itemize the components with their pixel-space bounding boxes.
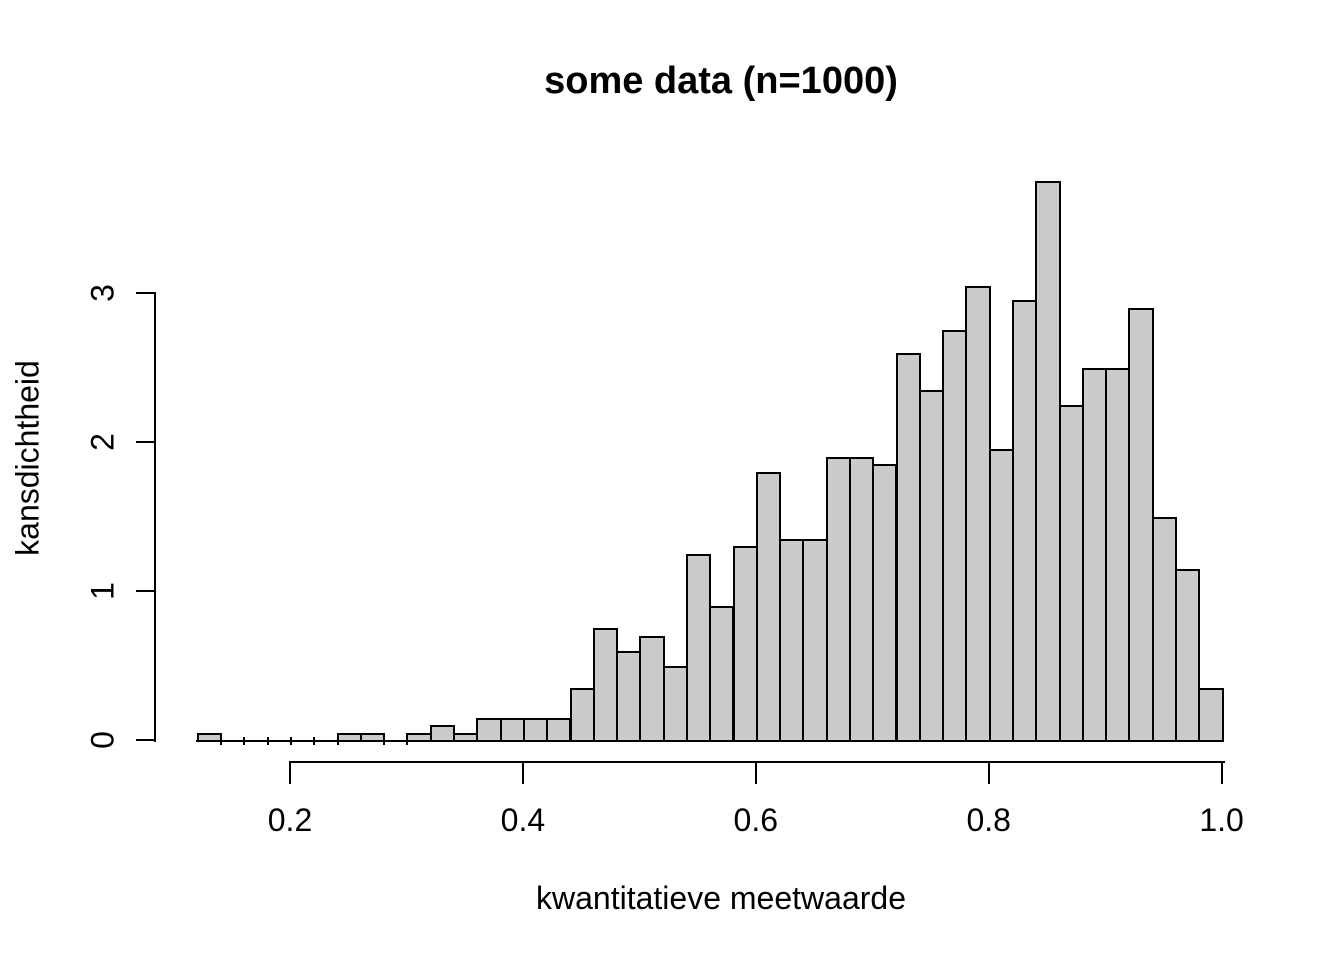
histogram-bar xyxy=(546,717,572,742)
histogram-bar xyxy=(499,717,525,742)
histogram-bar xyxy=(1012,300,1038,742)
histogram-bar xyxy=(942,330,968,743)
x-tick xyxy=(987,762,990,784)
x-tick-label: 0.6 xyxy=(733,802,779,838)
chart-title: some data (n=1000) xyxy=(544,60,898,102)
x-tick-label: 0.4 xyxy=(500,802,546,838)
zero-bin-notch xyxy=(220,737,246,745)
histogram-bar xyxy=(779,538,805,743)
histogram-bar xyxy=(1175,568,1201,742)
y-tick-label: 3 xyxy=(84,284,121,302)
histogram-bar xyxy=(639,635,665,742)
x-tick xyxy=(289,762,291,784)
zero-bin-notch xyxy=(383,737,409,745)
histogram-bar xyxy=(988,449,1014,742)
y-axis-line xyxy=(154,292,156,742)
histogram-bar xyxy=(732,546,758,742)
histogram-bar xyxy=(336,732,362,742)
histogram-bar xyxy=(359,732,386,742)
histogram-bar xyxy=(406,732,432,742)
y-tick xyxy=(136,590,155,592)
histogram-bar xyxy=(1198,687,1224,742)
x-tick xyxy=(521,762,524,784)
histogram-bar xyxy=(196,732,223,742)
zero-bin-notch xyxy=(243,737,269,745)
histogram-bar xyxy=(918,389,945,742)
histogram-bar xyxy=(429,725,455,742)
x-axis-label: kwantitatieve meetwaarde xyxy=(536,880,906,916)
x-axis-line xyxy=(289,761,1225,763)
y-tick-label: 1 xyxy=(84,582,121,600)
histogram-bar xyxy=(662,665,688,742)
histogram-bar xyxy=(453,732,479,742)
histogram-bar xyxy=(849,456,875,742)
histogram-bar xyxy=(476,717,502,742)
histogram-bar xyxy=(709,605,735,742)
zero-bin-notch xyxy=(266,737,292,745)
histogram-bar xyxy=(1151,516,1177,742)
histogram-bar xyxy=(1081,367,1108,742)
histogram-bar xyxy=(895,352,921,742)
y-tick-label: 0 xyxy=(84,731,121,749)
histogram-bar xyxy=(1105,367,1131,742)
histogram-bar xyxy=(802,538,828,743)
histogram-bar xyxy=(825,456,851,742)
zero-bin-notch xyxy=(290,737,316,745)
histogram-bar xyxy=(872,464,898,742)
x-tick xyxy=(1220,762,1223,784)
x-tick-label: 0.2 xyxy=(267,802,313,838)
histogram-bar xyxy=(592,628,619,743)
x-tick-label: 1.0 xyxy=(1199,802,1244,838)
y-tick xyxy=(136,292,155,294)
y-tick xyxy=(136,739,155,741)
histogram-bar xyxy=(965,285,991,742)
histogram-bar xyxy=(1128,307,1154,742)
x-tick xyxy=(754,762,757,784)
zero-bin-notch xyxy=(313,737,339,745)
y-tick xyxy=(136,441,155,443)
histogram-bar xyxy=(616,650,642,742)
histogram-bar xyxy=(1058,404,1084,743)
x-tick-label: 0.8 xyxy=(966,802,1011,838)
histogram-bar xyxy=(569,687,595,742)
histogram-bar xyxy=(1035,181,1061,743)
histogram-bar xyxy=(685,553,712,743)
y-tick-label: 2 xyxy=(84,433,121,451)
histogram-bar xyxy=(755,471,782,742)
histogram-bar xyxy=(522,717,549,742)
